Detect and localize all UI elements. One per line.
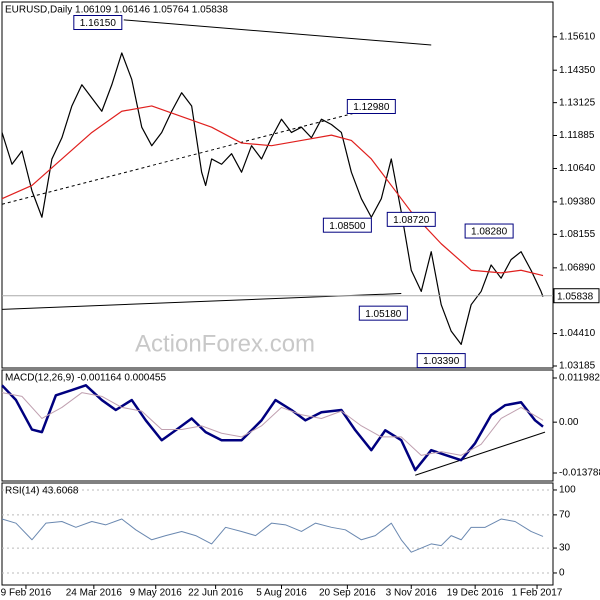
- x-tick-label: 24 Mar 2016: [66, 588, 123, 599]
- panel-title: RSI(14) 43.6068: [5, 486, 79, 497]
- y-tick-label: 70: [559, 510, 571, 521]
- annotation-label: 1.08280: [471, 227, 508, 238]
- y-tick-label: 0.00: [559, 417, 579, 428]
- trend-line: [415, 431, 546, 476]
- last-price-box: [553, 288, 600, 304]
- panel-frame: [1, 1, 554, 369]
- y-tick-label: 1.08155: [559, 229, 596, 240]
- annotation-label: 1.16150: [80, 18, 117, 29]
- x-tick-label: 20 Sep 2016: [319, 588, 376, 599]
- annotation-label: 1.05180: [365, 309, 402, 320]
- x-tick-label: 9 Feb 2016: [1, 588, 52, 599]
- y-tick-label: 0: [559, 568, 565, 579]
- y-tick-label: 1.13125: [559, 97, 596, 108]
- y-tick-label: 100: [559, 485, 576, 496]
- x-tick-label: 19 Dec 2016: [447, 588, 504, 599]
- trend-line: [123, 19, 432, 46]
- annotation-label: 1.08720: [393, 215, 430, 226]
- x-tick-label: 1 Feb 2017: [512, 588, 563, 599]
- series-line: [1, 384, 544, 472]
- annotation-box: [464, 223, 514, 239]
- y-tick-label: 1.10640: [559, 163, 596, 174]
- y-tick-label: 1.04410: [559, 328, 596, 339]
- x-tick-label: 5 Aug 2016: [256, 588, 307, 599]
- annotation-box: [73, 15, 123, 31]
- panel-frame: [1, 369, 554, 482]
- annotation-box: [346, 98, 396, 114]
- x-tick-label: 9 May 2016: [130, 588, 183, 599]
- watermark: ActionForex.com: [135, 330, 315, 357]
- panel-title: EURUSD,Daily 1.06109 1.06146 1.05764 1.0…: [5, 5, 228, 16]
- y-tick-label: -0.013788: [559, 468, 600, 479]
- trend-line: [1, 103, 392, 205]
- annotation-box: [358, 305, 408, 321]
- series-line: [1, 518, 544, 553]
- series-line: [1, 52, 544, 346]
- annotation-label: 1.08500: [329, 221, 366, 232]
- annotation-box: [416, 353, 466, 369]
- panel-title: MACD(12,26,9) -0.001164 0.000455: [5, 373, 166, 384]
- y-tick-label: 1.15610: [559, 31, 596, 42]
- y-tick-label: 1.06890: [559, 262, 596, 273]
- annotation-box: [386, 211, 436, 227]
- annotation-box: [322, 217, 372, 233]
- x-tick-label: 22 Jun 2016: [188, 588, 243, 599]
- series-line: [1, 392, 544, 456]
- x-tick-label: 3 Nov 2016: [386, 588, 438, 599]
- panel-frame: [1, 482, 554, 586]
- y-tick-label: 0.011982: [559, 373, 600, 384]
- y-tick-label: 1.11885: [559, 130, 595, 141]
- annotation-label: 1.03390: [423, 356, 460, 367]
- y-tick-label: 1.03185: [559, 361, 596, 372]
- annotation-label: 1.12980: [353, 102, 390, 113]
- y-tick-label: 30: [559, 543, 571, 554]
- last-price-label: 1.05838: [557, 291, 594, 302]
- y-tick-label: 1.09380: [559, 197, 596, 208]
- y-tick-label: 1.14350: [559, 65, 596, 76]
- series-line: [1, 105, 544, 277]
